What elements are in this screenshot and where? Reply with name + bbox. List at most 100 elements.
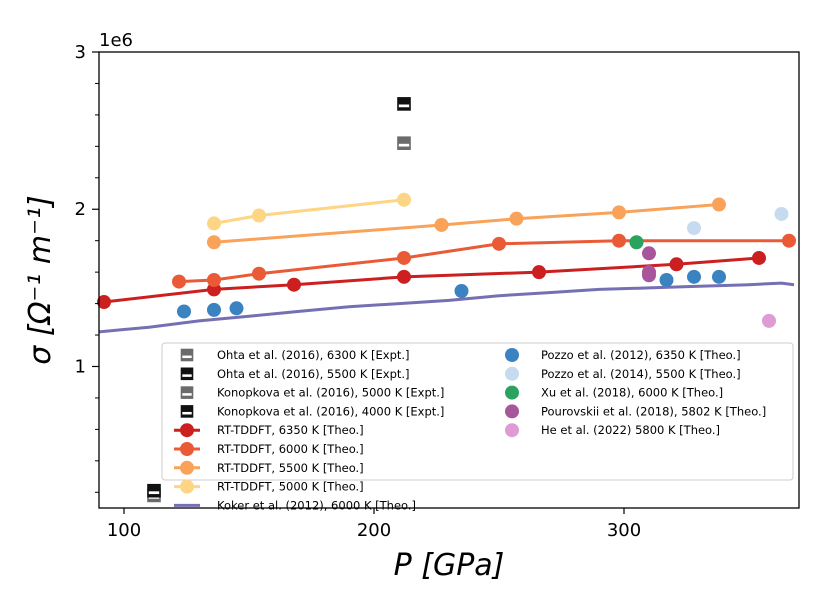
legend-item-7: RT-TDDFT, 5500 K [Theo.] bbox=[174, 460, 364, 475]
series-14-point bbox=[762, 313, 776, 328]
y-tick-label: 2 bbox=[75, 199, 86, 220]
legend-item-4-marker bbox=[180, 405, 194, 418]
series-7-point bbox=[712, 197, 726, 212]
series-5-point bbox=[287, 277, 301, 292]
series-7-point bbox=[434, 217, 449, 232]
legend-item-5-label: RT-TDDFT, 6350 K [Theo.] bbox=[217, 423, 364, 437]
y-scale-offset-label: 1e6 bbox=[99, 30, 133, 51]
legend-item-13: Pourovskii et al. (2018), 5802 K [Theo.] bbox=[505, 404, 766, 419]
legend-item-1: Ohta et al. (2016), 6300 K [Expt.] bbox=[180, 348, 410, 362]
y-tick-label: 1 bbox=[75, 356, 86, 377]
series-1-point-bottom-fill bbox=[398, 146, 410, 150]
legend-item-13-marker bbox=[505, 404, 519, 419]
series-1-point bbox=[397, 136, 411, 150]
series-10-point bbox=[659, 273, 674, 287]
legend-item-12-label: Xu et al. (2018), 6000 K [Theo.] bbox=[541, 386, 723, 400]
series-2-point-bottom-fill bbox=[398, 107, 410, 110]
legend-item-5: RT-TDDFT, 6350 K [Theo.] bbox=[174, 423, 364, 438]
series-10-point bbox=[712, 269, 726, 284]
series-4-point bbox=[147, 483, 161, 498]
series-12-point bbox=[629, 235, 644, 250]
series-8-line bbox=[213, 198, 405, 225]
legend-item-3: Konopkova et al. (2016), 5000 K [Expt.] bbox=[180, 386, 444, 400]
series-14 bbox=[762, 313, 776, 328]
series-6-point bbox=[252, 266, 266, 281]
series-1-point-top-fill bbox=[398, 137, 410, 144]
series-7-point bbox=[509, 211, 524, 226]
series-8-point bbox=[252, 208, 266, 223]
series-2-point-top-fill bbox=[398, 97, 410, 105]
series-11-point bbox=[687, 221, 701, 236]
legend-item-11-label: Pozzo et al. (2014), 5500 K [Theo.] bbox=[541, 367, 741, 381]
series-13-point bbox=[642, 268, 656, 283]
plot-frame bbox=[98, 51, 800, 509]
legend-item-1-label: Ohta et al. (2016), 6300 K [Expt.] bbox=[217, 348, 410, 362]
series-10-point bbox=[454, 284, 469, 299]
series-4 bbox=[147, 483, 161, 498]
legend-item-4-marker-bottom-fill bbox=[181, 414, 193, 417]
x-tick-label: 200 bbox=[357, 520, 391, 541]
x-tick-label: 100 bbox=[107, 520, 141, 541]
series-2-point bbox=[397, 97, 411, 111]
series-7-line bbox=[213, 203, 720, 244]
series-10-point bbox=[229, 301, 244, 316]
series-5-point bbox=[532, 265, 546, 280]
series-4-point-bottom-fill bbox=[148, 494, 160, 497]
y-axis-title: σ [Ω⁻¹ m⁻¹] bbox=[23, 195, 58, 364]
legend-item-8-marker bbox=[180, 479, 194, 494]
x-tick-label: 300 bbox=[607, 520, 641, 541]
series-4-point-top-fill bbox=[148, 484, 160, 492]
legend-item-2-marker bbox=[180, 367, 194, 381]
series-5 bbox=[97, 250, 766, 310]
legend-item-8-label: RT-TDDFT, 5000 K [Theo.] bbox=[217, 480, 364, 494]
series-7 bbox=[207, 197, 726, 250]
legend-item-4: Konopkova et al. (2016), 4000 K [Expt.] bbox=[180, 404, 444, 418]
series-6-point bbox=[492, 236, 506, 251]
legend-box bbox=[161, 342, 794, 481]
series-11 bbox=[687, 206, 789, 236]
series-6-point bbox=[397, 250, 411, 265]
plot-marks bbox=[97, 97, 796, 503]
legend-item-6: RT-TDDFT, 6000 K [Theo.] bbox=[174, 442, 364, 456]
legend-item-11: Pozzo et al. (2014), 5500 K [Theo.] bbox=[505, 366, 741, 381]
legend-item-3-marker-bottom-fill bbox=[181, 395, 193, 399]
y-tick-label: 3 bbox=[75, 42, 86, 63]
legend-item-1-marker bbox=[180, 348, 194, 362]
series-13-point bbox=[642, 246, 656, 261]
series-10-point bbox=[687, 269, 701, 284]
x-axis-title: P [GPa] bbox=[394, 548, 505, 583]
legend-item-11-marker bbox=[505, 366, 519, 381]
series-5-point bbox=[669, 257, 684, 272]
legend-item-1-marker-bottom-fill bbox=[181, 358, 193, 361]
series-9 bbox=[98, 281, 795, 334]
legend-item-14-label: He et al. (2022) 5800 K [Theo.] bbox=[541, 423, 720, 437]
series-10 bbox=[177, 269, 726, 319]
legend-item-3-marker bbox=[180, 386, 194, 399]
series-6-point bbox=[782, 233, 796, 248]
legend-item-13-label: Pourovskii et al. (2018), 5802 K [Theo.] bbox=[541, 404, 766, 418]
legend-item-6-label: RT-TDDFT, 6000 K [Theo.] bbox=[217, 442, 364, 456]
legend-item-9: Koker et al. (2012), 6000 K [Theo.] bbox=[174, 498, 416, 512]
series-11-point bbox=[774, 206, 789, 221]
legend-item-10: Pozzo et al. (2012), 6350 K [Theo.] bbox=[505, 348, 741, 362]
series-8-point bbox=[207, 216, 221, 231]
legend-item-4-marker-top-fill bbox=[181, 405, 193, 412]
legend-item-3-label: Konopkova et al. (2016), 5000 K [Expt.] bbox=[217, 386, 444, 400]
legend-item-10-marker bbox=[505, 348, 519, 362]
legend-item-7-marker bbox=[180, 460, 194, 475]
series-6-point bbox=[612, 233, 626, 248]
series-5-point bbox=[97, 295, 111, 310]
legend-item-7-label: RT-TDDFT, 5500 K [Theo.] bbox=[217, 461, 364, 475]
legend-item-3-marker-top-fill bbox=[181, 387, 193, 394]
legend-item-2-marker-top-fill bbox=[181, 368, 193, 375]
series-12 bbox=[629, 235, 644, 250]
series-13 bbox=[642, 246, 656, 283]
series-10-point bbox=[207, 302, 221, 317]
legend-item-4-label: Konopkova et al. (2016), 4000 K [Expt.] bbox=[217, 404, 444, 418]
legend-item-2-label: Ohta et al. (2016), 5500 K [Expt.] bbox=[217, 367, 410, 381]
series-10-point bbox=[177, 304, 191, 319]
legend-item-5-marker bbox=[180, 423, 194, 438]
legend-item-14: He et al. (2022) 5800 K [Theo.] bbox=[505, 423, 720, 438]
legend-item-14-marker bbox=[505, 423, 519, 438]
